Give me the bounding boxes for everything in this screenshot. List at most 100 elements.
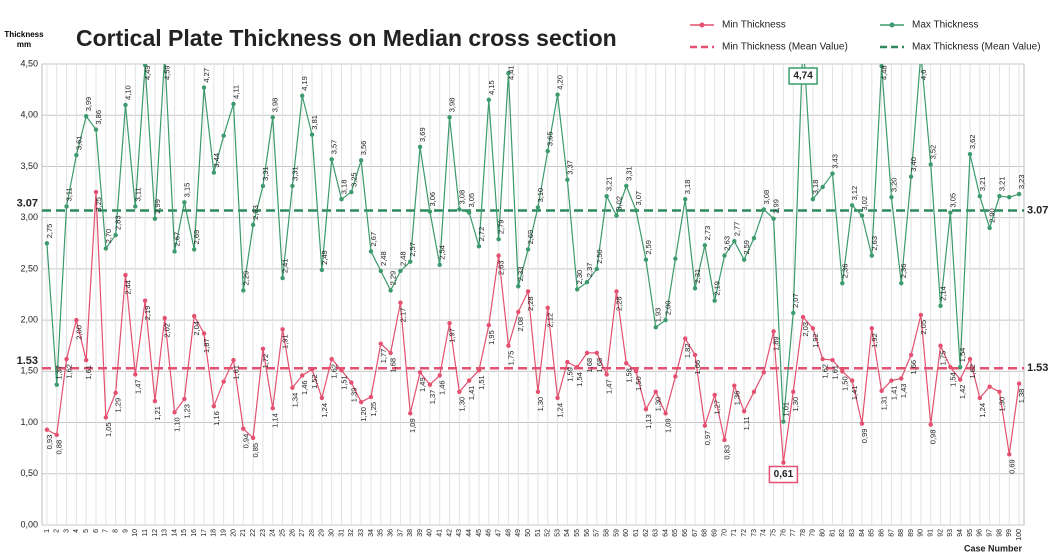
- data-point: [368, 394, 374, 400]
- data-point: [309, 132, 315, 137]
- data-point: [614, 213, 619, 218]
- legend-label: Min Thickness: [722, 20, 786, 31]
- x-tick-label: 11: [142, 529, 149, 536]
- value-label: 3,43: [830, 154, 839, 169]
- x-tick-label: 34: [368, 529, 375, 537]
- value-label: 1,25: [369, 402, 378, 417]
- value-label: 3,69: [418, 127, 427, 142]
- value-label: 2,50: [595, 249, 604, 264]
- data-point: [977, 395, 983, 401]
- data-point: [643, 257, 649, 262]
- x-tick-label: 83: [849, 529, 856, 537]
- x-tick-label: 76: [780, 529, 787, 537]
- value-label: 1,11: [742, 416, 751, 430]
- data-point: [653, 389, 658, 395]
- value-label: 2,67: [369, 232, 378, 247]
- data-point: [899, 376, 904, 381]
- data-point: [663, 317, 668, 323]
- value-label: 3,18: [339, 180, 348, 195]
- value-label: 1,68: [389, 358, 398, 373]
- value-label: 1,05: [104, 422, 113, 437]
- data-point: [398, 268, 403, 274]
- data-point: [604, 193, 609, 199]
- value-label: 3,12: [850, 186, 859, 201]
- x-tick-label: 25: [279, 529, 286, 537]
- data-point: [633, 208, 639, 213]
- data-point: [506, 71, 511, 76]
- value-label: 1,50: [634, 376, 643, 391]
- data-point: [624, 360, 629, 366]
- value-label: 2,79: [497, 220, 506, 235]
- data-point: [329, 356, 334, 362]
- data-point: [231, 357, 236, 363]
- value-label: 3,31: [624, 166, 633, 181]
- data-point: [516, 284, 521, 289]
- data-point: [123, 272, 128, 278]
- data-point: [319, 267, 325, 273]
- value-label: 1,10: [173, 417, 182, 432]
- value-label: 2,00: [74, 325, 83, 340]
- data-point: [751, 235, 757, 241]
- value-label: 2,31: [693, 269, 702, 284]
- y-tick-label: 1,50: [20, 366, 38, 376]
- value-label: 3,06: [428, 192, 437, 207]
- data-point: [545, 305, 550, 311]
- data-point: [408, 259, 413, 264]
- y-tick-label: 1,00: [20, 417, 38, 427]
- value-label: 1,92: [811, 333, 820, 348]
- data-point: [741, 409, 747, 414]
- data-point: [201, 85, 207, 90]
- value-label: 0,94: [241, 434, 250, 449]
- value-label: 1,89: [772, 336, 781, 351]
- value-label: 1,30: [457, 397, 466, 412]
- x-tick-label: 17: [201, 529, 208, 537]
- value-label: 1,47: [133, 379, 142, 394]
- x-tick-label: 89: [908, 529, 915, 537]
- data-point: [74, 152, 79, 158]
- data-point: [466, 210, 472, 215]
- y-tick-label: 3,50: [20, 161, 38, 171]
- value-label: 1,34: [290, 393, 299, 408]
- x-tick-label: 36: [387, 529, 394, 537]
- value-label: 4,27: [202, 68, 211, 83]
- data-point: [280, 275, 285, 281]
- value-label: 1,82: [683, 344, 692, 359]
- value-label: 1,97: [448, 328, 457, 343]
- value-label: 1,24: [978, 403, 987, 418]
- x-tick-label: 40: [427, 529, 434, 537]
- data-point: [496, 253, 501, 258]
- value-label: 2,12: [546, 313, 555, 328]
- value-label: 1,54: [948, 372, 957, 387]
- value-label: 2,63: [870, 236, 879, 251]
- x-tick-label: 32: [348, 529, 355, 537]
- data-point: [162, 315, 167, 321]
- data-point: [290, 385, 295, 390]
- y-tick-label: 2,00: [20, 314, 38, 324]
- value-label: 0,69: [1007, 459, 1016, 474]
- value-label: 3,25: [94, 197, 103, 212]
- data-point: [800, 314, 806, 320]
- data-point: [967, 151, 973, 157]
- data-point: [192, 247, 197, 252]
- value-label: 1,87: [202, 338, 211, 353]
- x-tick-label: 86: [878, 529, 885, 537]
- x-tick-label: 58: [603, 529, 610, 537]
- data-point: [280, 327, 285, 332]
- mean-label: 3.07: [17, 197, 38, 209]
- data-point: [457, 207, 462, 212]
- value-label: 1,30: [791, 397, 800, 412]
- x-tick-label: 12: [152, 529, 159, 537]
- value-label: 1,46: [300, 380, 309, 395]
- value-label: 1,66: [693, 360, 702, 375]
- x-tick-label: 100: [1016, 529, 1023, 541]
- value-label: 4,20: [556, 75, 565, 90]
- y-tick-label: 0,00: [20, 519, 38, 529]
- value-label: 2,77: [732, 222, 741, 237]
- x-tick-label: 99: [1006, 529, 1013, 537]
- value-label: 2,05: [919, 320, 928, 335]
- y-axis-label-box: Thickness mm: [4, 30, 43, 49]
- data-point: [957, 377, 963, 382]
- x-tick-label: 81: [829, 529, 836, 537]
- value-label: 3,86: [94, 110, 103, 125]
- data-point: [486, 323, 492, 328]
